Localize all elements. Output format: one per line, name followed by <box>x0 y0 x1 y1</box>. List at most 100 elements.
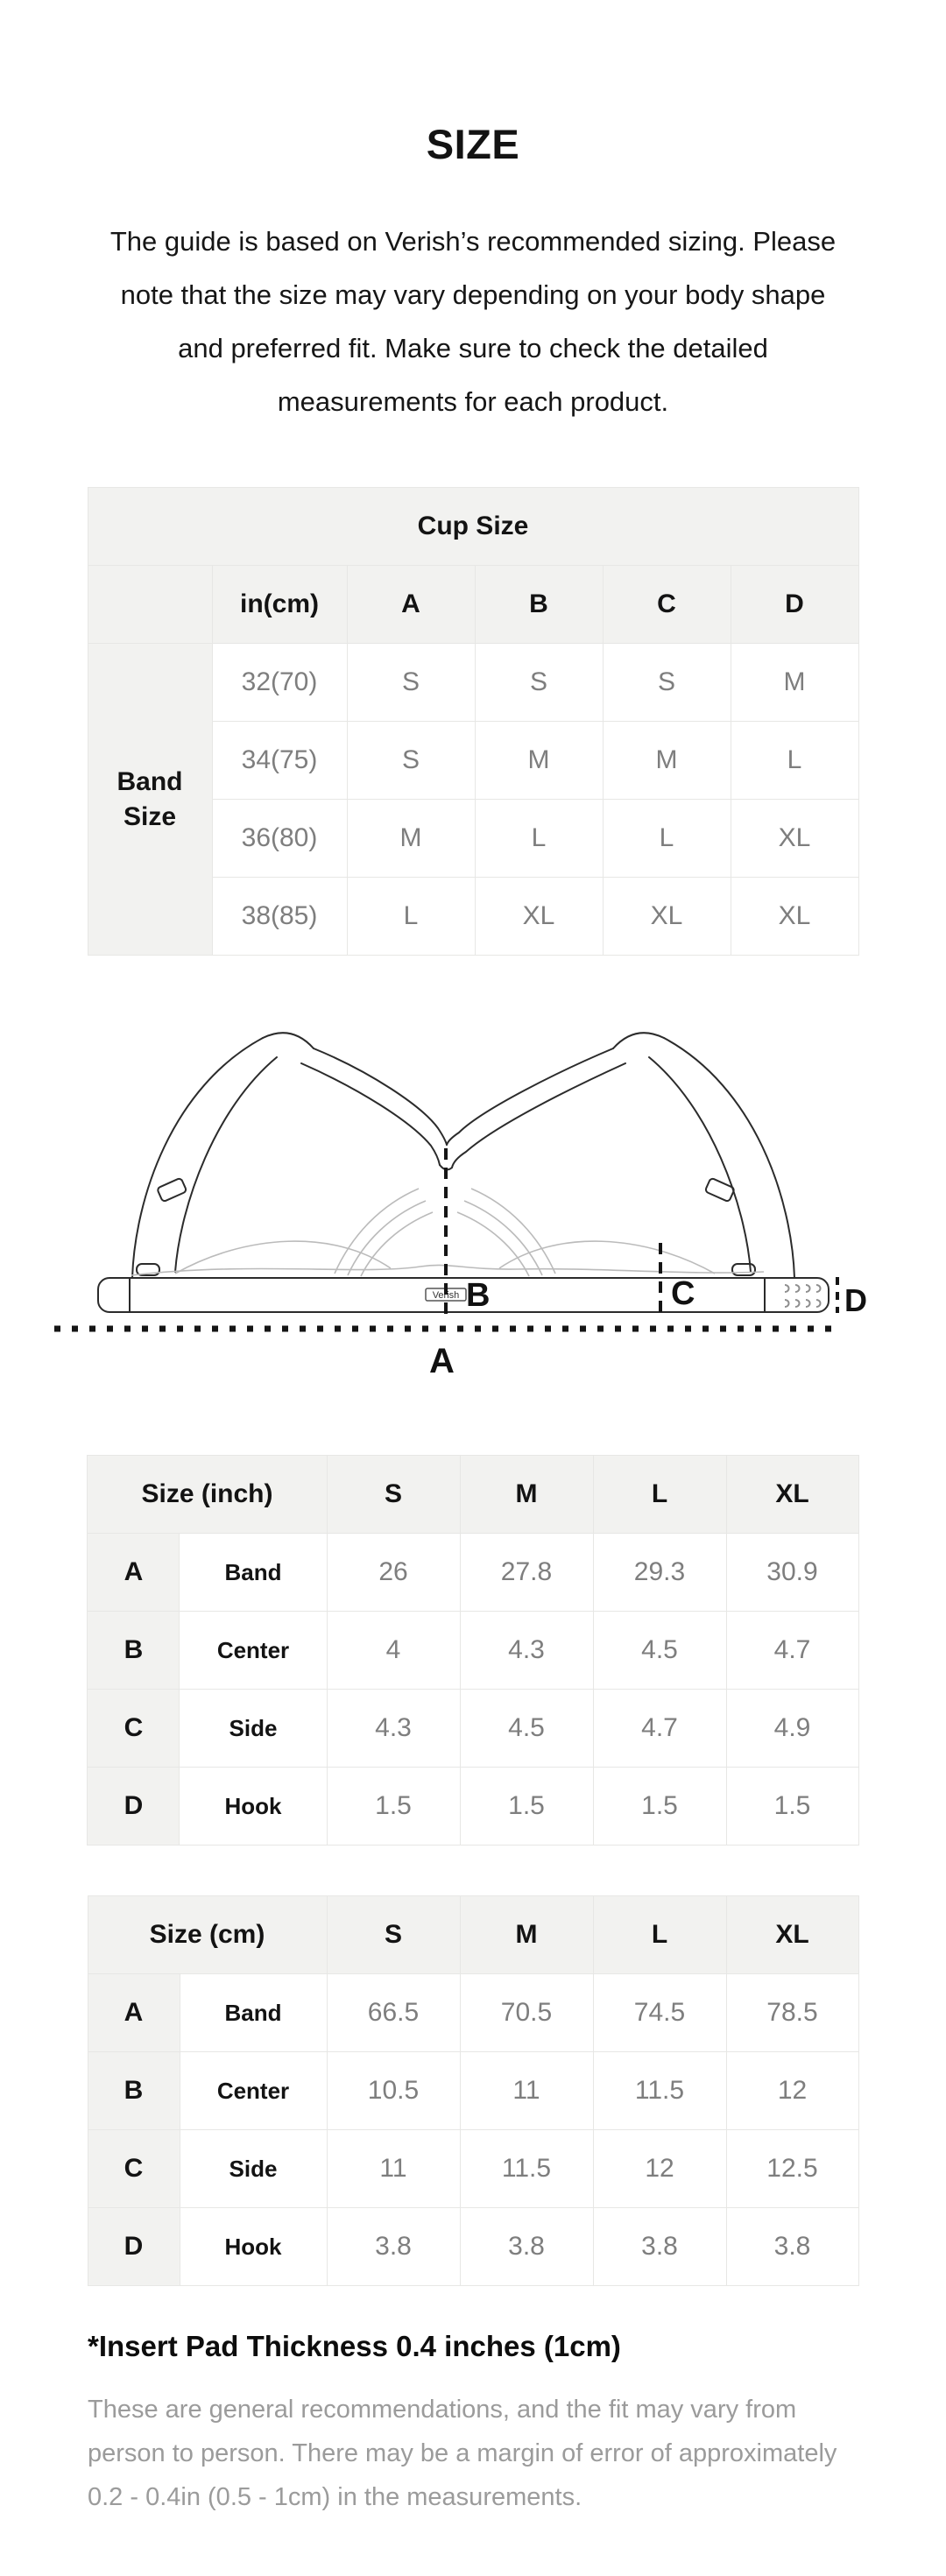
table-row: D Hook 3.8 3.8 3.8 3.8 <box>87 2207 859 2287</box>
cell: 11 <box>326 2129 461 2209</box>
table-row: A Band 66.5 70.5 74.5 78.5 <box>87 1973 859 2053</box>
table-row: A Band 26 27.8 29.3 30.9 <box>87 1533 859 1613</box>
strap-slider-right-icon <box>704 1178 735 1203</box>
cell: 4.9 <box>725 1689 859 1768</box>
cell: 70.5 <box>459 1973 594 2053</box>
row-label: Side <box>179 2129 328 2209</box>
table-row: Size (inch) S M L XL <box>87 1455 859 1535</box>
cell: M <box>346 799 476 879</box>
cell: 30.9 <box>725 1533 859 1613</box>
row-label: 38(85) <box>211 877 348 956</box>
right-cup-seam <box>470 1188 556 1274</box>
cell: M <box>602 721 731 801</box>
row-label: Side <box>179 1689 328 1768</box>
row-label: Hook <box>179 1767 328 1846</box>
table-row: C Side 11 11.5 12 12.5 <box>87 2129 859 2209</box>
cell: 3.8 <box>459 2207 594 2287</box>
column-header: M <box>459 1895 594 1975</box>
cell: XL <box>730 799 859 879</box>
cell: 4.5 <box>592 1611 727 1690</box>
measure-label-c: C <box>671 1275 695 1312</box>
table-row: 36(80) M L L XL <box>88 799 859 879</box>
left-cup-seam <box>334 1188 420 1274</box>
cell: 1.5 <box>725 1767 859 1846</box>
cell: 3.8 <box>725 2207 859 2287</box>
cell: S <box>602 643 731 723</box>
cell: 11 <box>459 2051 594 2131</box>
size-inch-table: Size (inch) S M L XL A Band 26 27.8 29.3… <box>87 1455 859 1846</box>
row-key: A <box>87 1973 180 2053</box>
cell: 10.5 <box>326 2051 461 2131</box>
brand-tag-label: Verish <box>433 1290 460 1301</box>
cell: S <box>346 643 476 723</box>
cell: 12 <box>725 2051 859 2131</box>
left-strap <box>174 1056 278 1274</box>
bra-diagram: Verish B C D A <box>54 1032 867 1380</box>
cell: M <box>474 721 604 801</box>
table-row: 38(85) L XL XL XL <box>88 877 859 956</box>
column-header: B <box>474 565 604 645</box>
column-header: XL <box>725 1895 859 1975</box>
cup-size-header: Cup Size <box>87 487 859 567</box>
row-label: Band <box>179 1533 328 1613</box>
cell: L <box>602 799 731 879</box>
cell: 4.5 <box>459 1689 594 1768</box>
band-outline <box>97 1277 830 1314</box>
row-key: D <box>87 1767 180 1846</box>
cell: XL <box>474 877 604 956</box>
strap-ring-left-icon <box>136 1263 160 1277</box>
row-label: Hook <box>179 2207 328 2287</box>
side-panel-seam <box>498 1240 716 1275</box>
row-key: B <box>87 1611 180 1690</box>
cell: 29.3 <box>592 1533 727 1613</box>
size-inch-header: Size (inch) <box>87 1455 328 1535</box>
column-header: S <box>326 1895 461 1975</box>
left-cup-seam <box>347 1200 427 1276</box>
table-row: in(cm) A B C D <box>87 565 859 645</box>
band-top-seam <box>131 1265 765 1277</box>
cell: 12.5 <box>725 2129 859 2209</box>
cell: L <box>346 877 476 956</box>
left-cup-edge <box>313 1048 448 1147</box>
column-header: S <box>326 1455 461 1535</box>
left-cup-seam <box>360 1211 434 1277</box>
right-strap <box>663 1037 795 1280</box>
column-header: D <box>730 565 859 645</box>
table-row: C Side 4.3 4.5 4.7 4.9 <box>87 1689 859 1768</box>
right-cup-seam <box>463 1200 543 1276</box>
side-panel-seam <box>174 1240 392 1275</box>
right-cup-edge <box>451 1062 626 1169</box>
left-strap <box>131 1037 264 1280</box>
row-label: 36(80) <box>211 799 348 879</box>
strap-slider-left-icon <box>157 1178 187 1203</box>
cell: 78.5 <box>725 1973 859 2053</box>
row-key: D <box>87 2207 180 2287</box>
cell: 3.8 <box>326 2207 461 2287</box>
right-cup-edge <box>446 1048 614 1147</box>
cell: 1.5 <box>592 1767 727 1846</box>
strap-ring-right-icon <box>731 1263 756 1277</box>
size-cm-table: Size (cm) S M L XL A Band 66.5 70.5 74.5… <box>87 1895 859 2287</box>
cell: 1.5 <box>326 1767 461 1846</box>
row-label: Band <box>179 1973 328 2053</box>
cell: XL <box>730 877 859 956</box>
column-header: in(cm) <box>211 565 348 645</box>
cell: 4.3 <box>459 1611 594 1690</box>
column-header: M <box>459 1455 594 1535</box>
measure-label-d: D <box>844 1282 867 1318</box>
right-strap <box>648 1056 752 1274</box>
cell <box>87 565 213 645</box>
row-key: A <box>87 1533 180 1613</box>
cell: 4.7 <box>725 1611 859 1690</box>
row-label: 32(70) <box>211 643 348 723</box>
table-row: Band Size 32(70) S S S M <box>87 643 859 956</box>
left-cup-edge <box>300 1062 441 1167</box>
cup-size-table: Cup Size in(cm) A B C D Band Size 32(70)… <box>87 487 859 956</box>
cell: XL <box>602 877 731 956</box>
cell: M <box>730 643 859 723</box>
cell: 4.7 <box>592 1689 727 1768</box>
table-row: Cup Size <box>87 487 859 567</box>
measure-label-b: B <box>466 1277 490 1314</box>
table-row: B Center 4 4.3 4.5 4.7 <box>87 1611 859 1690</box>
band-size-header: Band Size <box>87 643 213 956</box>
